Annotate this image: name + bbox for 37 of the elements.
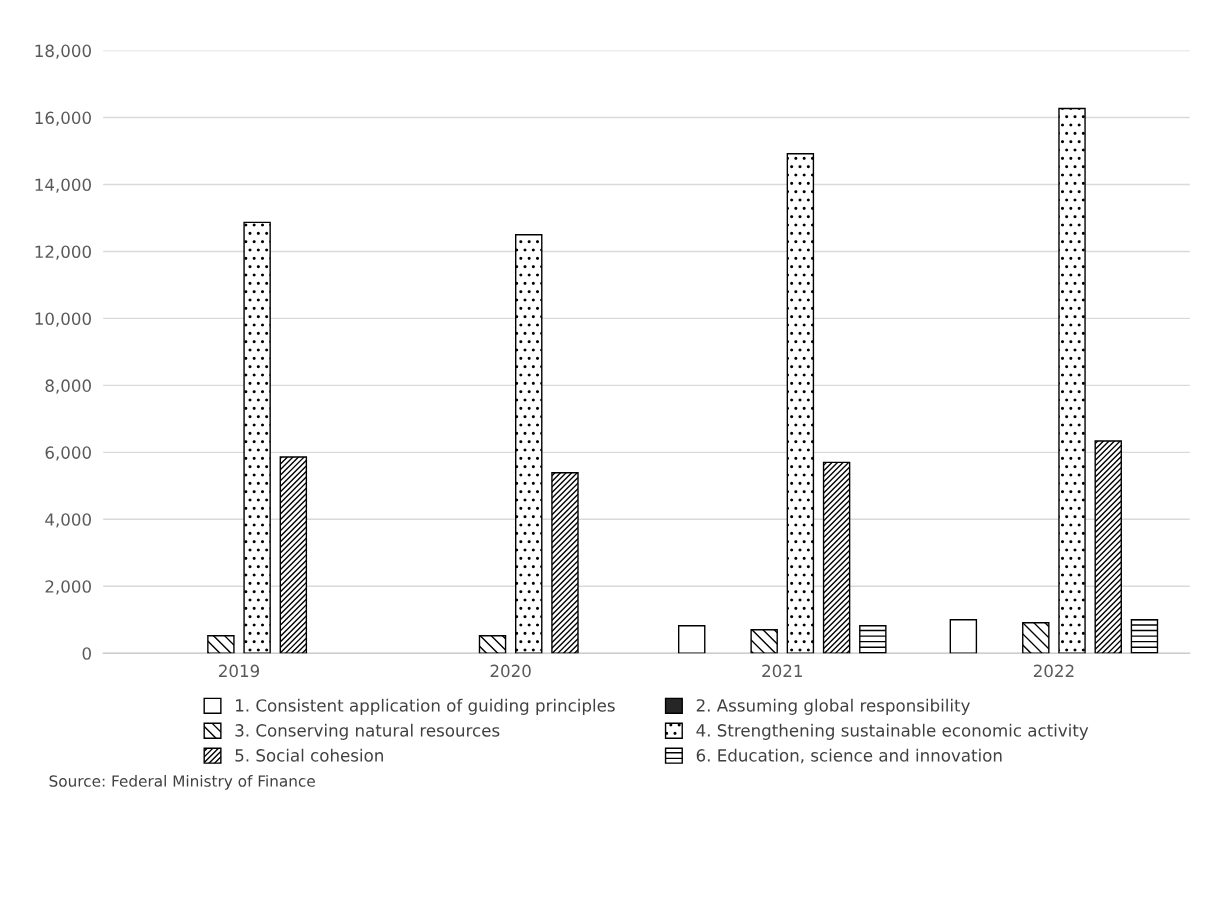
legend-label: 6. Education, science and innovation <box>696 748 1002 764</box>
y-tick-label: 16,000 <box>35 111 91 126</box>
y-tick-label: 2,000 <box>45 580 91 595</box>
legend-label: 5. Social cohesion <box>235 748 383 762</box>
bar <box>1058 107 1086 654</box>
bar <box>822 461 851 654</box>
y-tick-label: 18,000 <box>35 44 91 59</box>
bar <box>207 635 235 654</box>
bar <box>786 153 815 654</box>
legend-label: 2. Assuming global responsibility <box>696 698 970 715</box>
bar <box>949 619 978 654</box>
y-tick-label: 10,000 <box>35 312 91 327</box>
bar <box>859 625 887 654</box>
source-note: Source: Federal Ministry of Finance <box>49 774 315 790</box>
x-tick-label: 2022 <box>1033 664 1074 678</box>
bar <box>243 221 271 654</box>
bar <box>750 629 778 654</box>
bar <box>515 234 543 654</box>
legend-label: 4. Strengthening sustainable economic activity <box>696 723 1089 740</box>
bar <box>677 625 706 654</box>
bar <box>1130 619 1159 654</box>
x-tick-label: 2021 <box>762 664 802 678</box>
y-tick-label: 14,000 <box>35 178 91 193</box>
y-tick-label: 4,000 <box>45 513 91 528</box>
y-tick-label: 12,000 <box>35 245 91 260</box>
y-tick-label: 0 <box>82 647 91 660</box>
bar <box>1094 440 1122 654</box>
x-tick-label: 2020 <box>490 664 531 678</box>
bar <box>1022 622 1050 654</box>
bar <box>478 635 507 654</box>
bar <box>551 472 579 654</box>
legend-label: 1. Consistent application of guiding principles <box>236 698 615 715</box>
bar <box>279 456 308 654</box>
y-tick-label: 8,000 <box>45 379 91 394</box>
y-tick-label: 6,000 <box>45 446 91 461</box>
x-tick-label: 2019 <box>219 664 260 678</box>
legend-label: 3. Conserving natural resources <box>235 723 500 740</box>
